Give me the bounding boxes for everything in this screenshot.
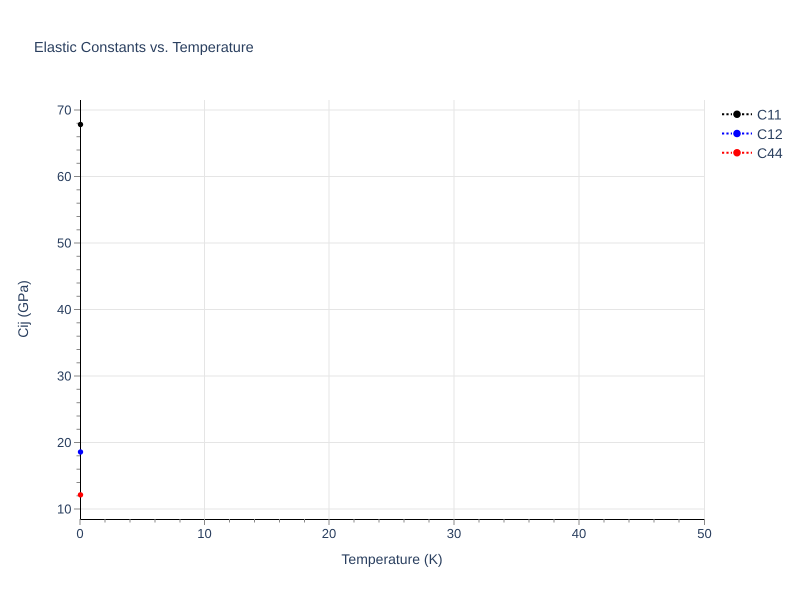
svg-text:50: 50	[57, 236, 71, 251]
svg-text:Cij (GPa): Cij (GPa)	[15, 280, 31, 338]
svg-text:70: 70	[57, 103, 71, 118]
svg-text:10: 10	[57, 502, 71, 517]
svg-text:60: 60	[57, 169, 71, 184]
svg-text:20: 20	[322, 526, 336, 541]
svg-text:40: 40	[57, 302, 71, 317]
svg-text:20: 20	[57, 435, 71, 450]
svg-text:50: 50	[697, 526, 711, 541]
svg-text:30: 30	[447, 526, 461, 541]
svg-text:Temperature (K): Temperature (K)	[341, 551, 442, 567]
svg-text:40: 40	[572, 526, 586, 541]
svg-text:10: 10	[197, 526, 211, 541]
svg-text:30: 30	[57, 369, 71, 384]
svg-text:C12: C12	[757, 126, 783, 142]
svg-text:C44: C44	[757, 145, 783, 161]
svg-text:C11: C11	[757, 107, 782, 123]
svg-text:0: 0	[76, 526, 83, 541]
